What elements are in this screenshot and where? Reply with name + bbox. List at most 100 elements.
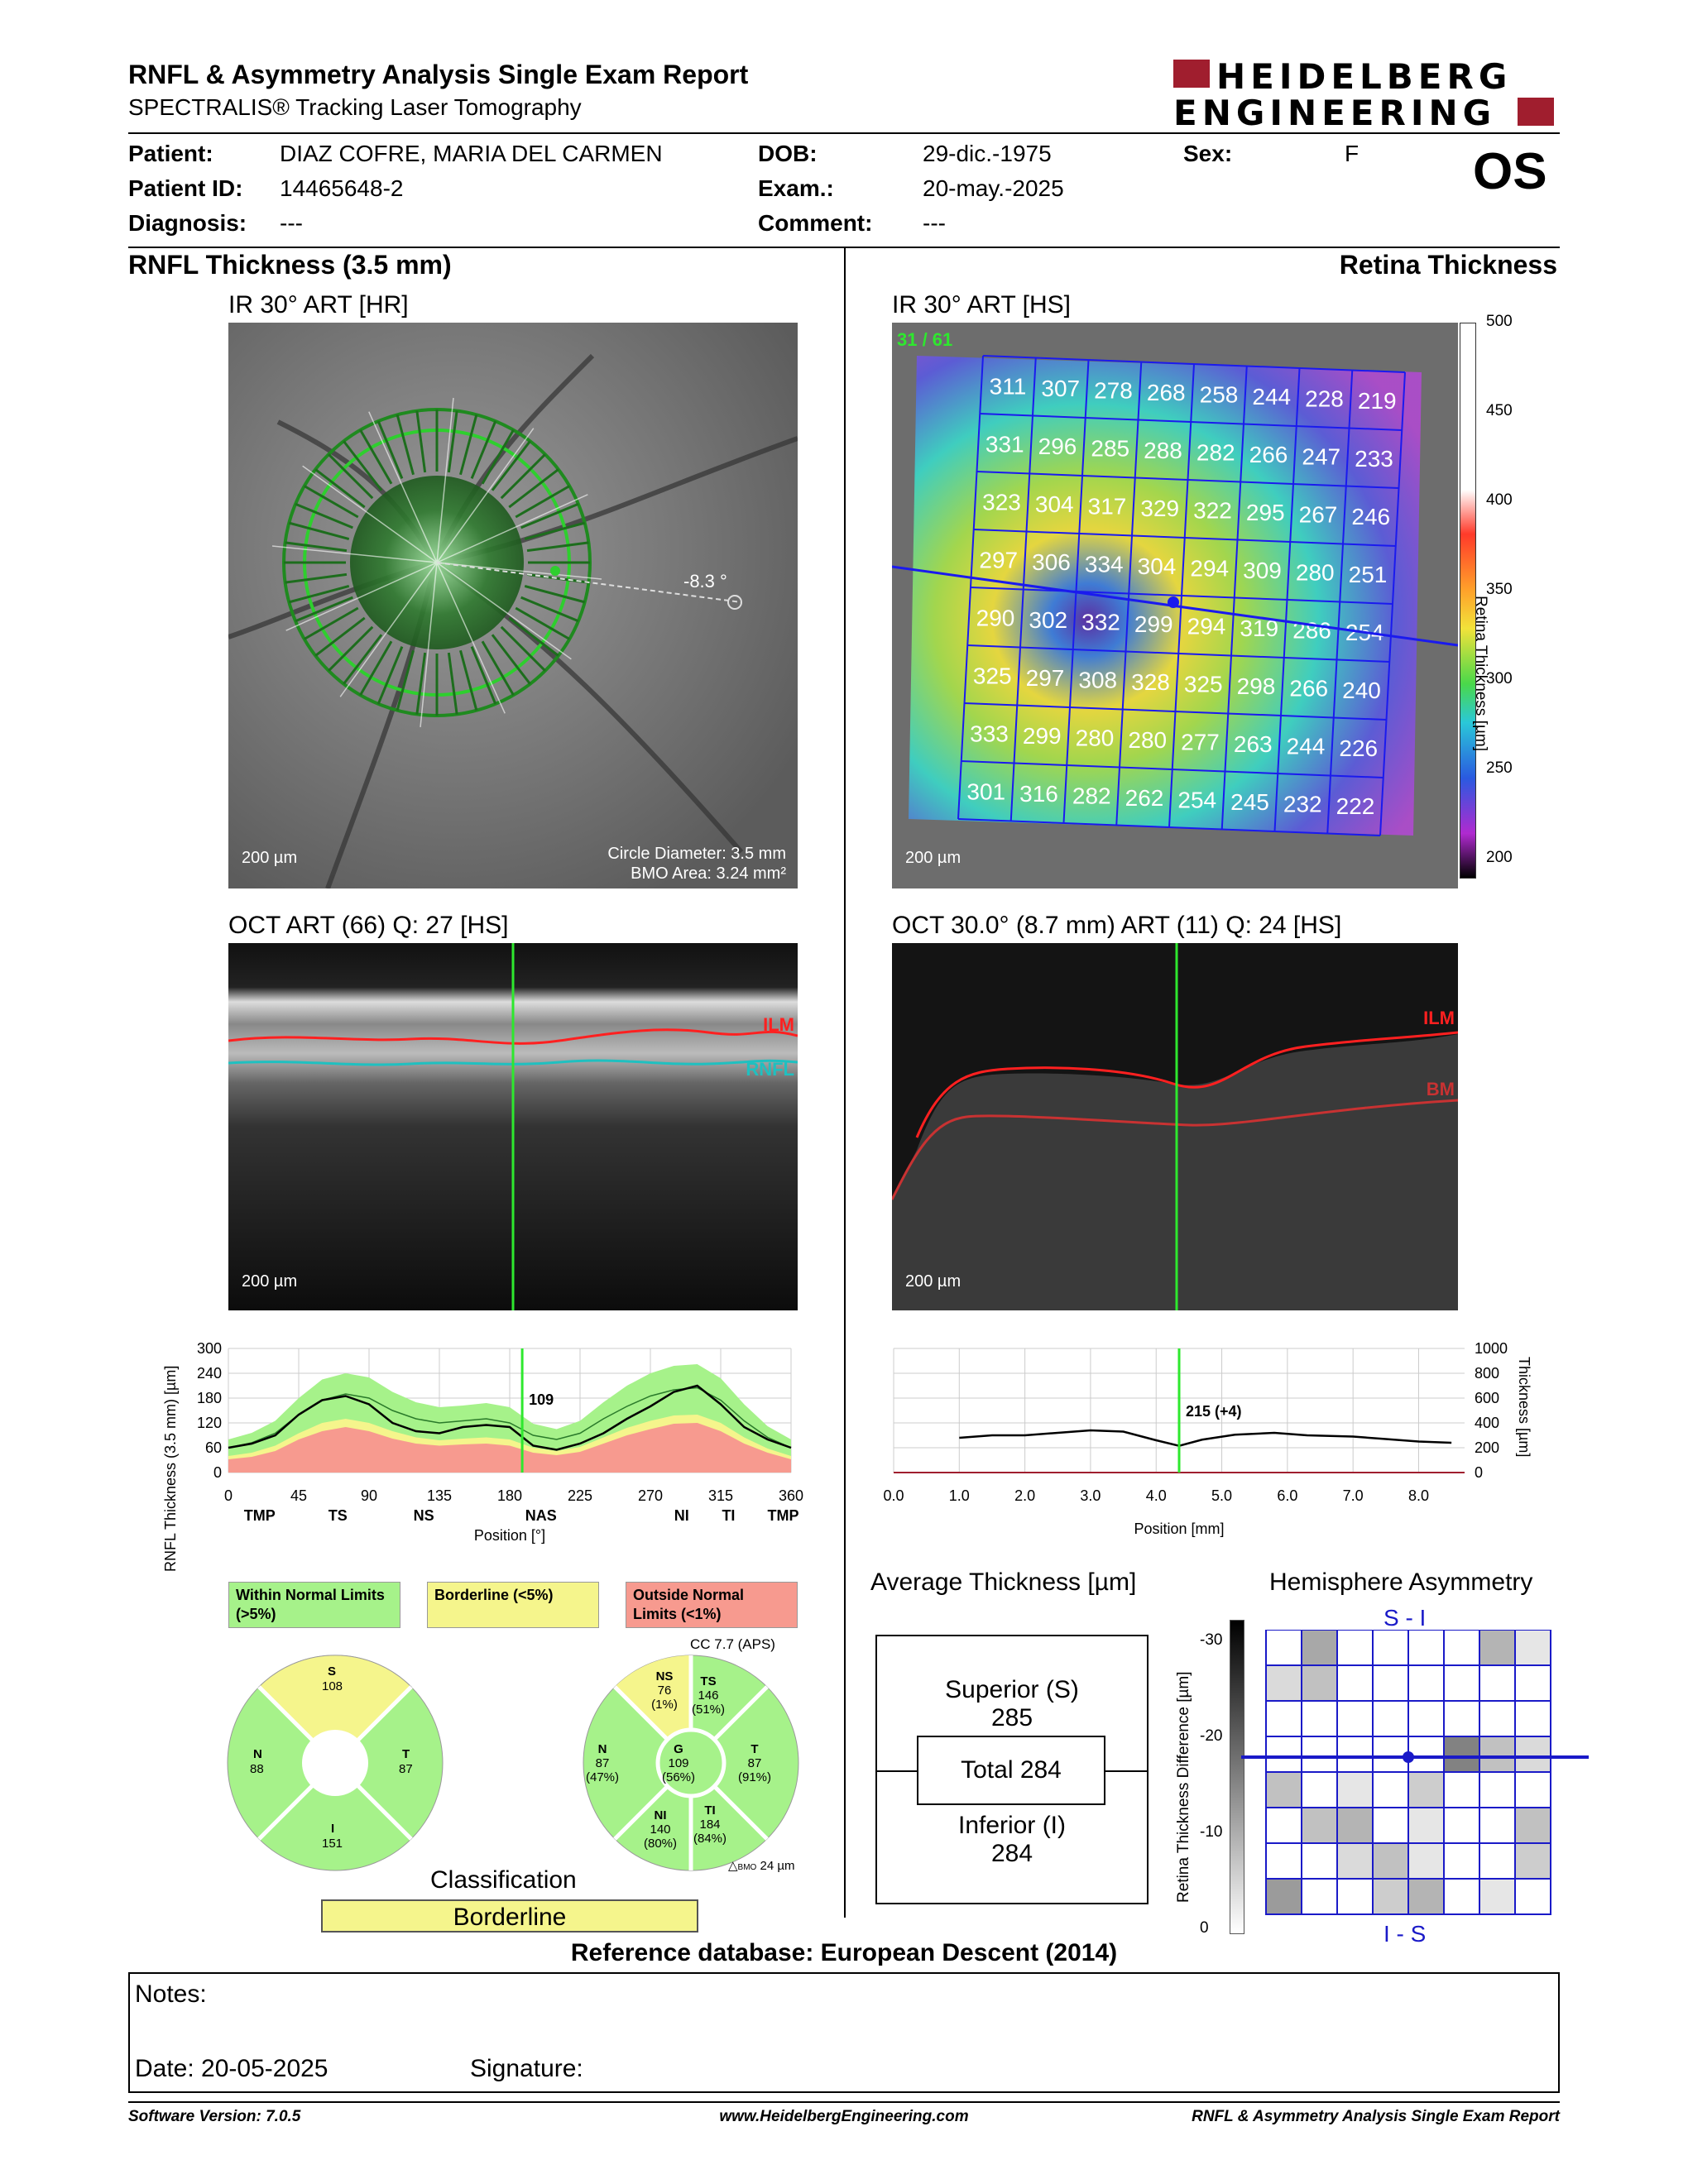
x-tick: 135 <box>427 1487 452 1504</box>
sector-tick: NS <box>414 1507 434 1524</box>
grid-cell-value: 306 <box>1032 549 1071 575</box>
asym-cell <box>1301 1736 1338 1773</box>
date-label: Date: 20-05-2025 <box>135 2055 328 2082</box>
left-oct-image[interactable]: ILM RNFL 200 µm <box>228 943 798 1310</box>
x-tick: 6.0 <box>1277 1487 1297 1504</box>
asym-cell <box>1514 1771 1551 1808</box>
angle-label: -8.3 ° <box>683 571 727 592</box>
grid-cell-value: 233 <box>1355 446 1393 472</box>
x-tick: 45 <box>290 1487 307 1504</box>
report-subtitle: SPECTRALIS® Tracking Laser Tomography <box>128 94 582 120</box>
y-axis-label: RNFL Thickness (3.5 mm) [µm] <box>162 1366 179 1572</box>
left-fundus-image[interactable]: -8.3 ° 200 µm Circle Diameter: 3.5 mm BM… <box>228 323 798 888</box>
grid-cell-value: 228 <box>1305 386 1344 411</box>
grid-cell-value: 282 <box>1196 439 1235 465</box>
asym-cell <box>1443 1736 1480 1773</box>
grid-cell-value: 222 <box>1336 793 1375 819</box>
asym-cell <box>1265 1664 1302 1702</box>
eye-indicator: OS <box>1473 143 1547 200</box>
x-tick: 2.0 <box>1014 1487 1035 1504</box>
asym-cell <box>1514 1700 1551 1737</box>
asym-tick: -30 <box>1200 1631 1223 1649</box>
right-oct-title: OCT 30.0° (8.7 mm) ART (11) Q: 24 [HS] <box>892 912 1342 939</box>
x-tick: 315 <box>708 1487 733 1504</box>
x-axis-label: Position [mm] <box>1134 1521 1224 1537</box>
exam-label: Exam.: <box>758 175 834 201</box>
sector-tick: TMP <box>768 1507 799 1524</box>
sex-value: F <box>1345 141 1360 166</box>
right-fundus-image[interactable]: 311 307 278 268 258 244 228 219 331 296 285 288 282 2… <box>892 323 1458 888</box>
notes-box[interactable] <box>128 1972 1560 2093</box>
grid-cell-value: 317 <box>1088 493 1127 519</box>
asym-cell <box>1479 1736 1516 1773</box>
grid-cell-value: 262 <box>1125 785 1164 811</box>
classification-value: Borderline <box>321 1899 698 1933</box>
sector-tick: TI <box>722 1507 735 1524</box>
grid-cell-value: 294 <box>1190 555 1229 581</box>
report-title: RNFL & Asymmetry Analysis Single Exam Re… <box>128 60 749 89</box>
asym-cell <box>1514 1664 1551 1702</box>
sector-ts: TS 146 (51%) <box>691 1674 725 1717</box>
x-tick: 7.0 <box>1343 1487 1364 1504</box>
asym-cell <box>1479 1664 1516 1702</box>
grid-cell-value: 254 <box>1177 787 1216 812</box>
grid-cell-value: 282 <box>1072 783 1111 808</box>
grid-cell-value: 288 <box>1144 438 1182 463</box>
x-tick: 0.0 <box>883 1487 904 1504</box>
grid-cell-value: 246 <box>1351 504 1390 529</box>
y-axis-label: Thickness [µm] <box>1516 1357 1532 1457</box>
asym-bottom-label: I - S <box>1383 1921 1427 1947</box>
y-tick: 0 <box>1475 1464 1483 1481</box>
y-tick: 400 <box>1475 1415 1499 1431</box>
x-tick: 180 <box>497 1487 522 1504</box>
x-axis-label: Position [°] <box>474 1527 545 1544</box>
asym-top-label: S - I <box>1383 1605 1427 1631</box>
asym-cell <box>1407 1700 1445 1737</box>
x-tick: 270 <box>638 1487 663 1504</box>
colorbar-tick: 200 <box>1486 849 1513 866</box>
grid-cell-value: 331 <box>985 431 1024 457</box>
retina-section-title: Retina Thickness <box>1339 250 1557 280</box>
asym-cell <box>1479 1807 1516 1844</box>
grid-cell-value: 290 <box>976 605 1015 630</box>
dob-label: DOB: <box>758 141 818 166</box>
sector-diagram-6 <box>583 1655 799 1871</box>
grid-cell-value: 294 <box>1187 613 1226 639</box>
asym-cell <box>1265 1630 1302 1666</box>
grid-cell-value: 267 <box>1299 501 1338 527</box>
asym-cell <box>1372 1807 1409 1844</box>
grid-cell-value: 280 <box>1296 559 1335 585</box>
classification-title: Classification <box>430 1866 577 1894</box>
notes-label: Notes: <box>135 1980 207 2008</box>
marker-value: 109 <box>529 1391 554 1408</box>
asym-cell <box>1265 1736 1302 1773</box>
website-link[interactable]: www.HeidelbergEngineering.com <box>719 2108 969 2125</box>
right-oct-image[interactable]: ILM BM 200 µm <box>892 943 1458 1310</box>
grid-cell-value: 280 <box>1128 727 1167 753</box>
total-thickness: Total 284 <box>917 1736 1105 1805</box>
diagnosis-value: --- <box>280 210 303 236</box>
sector-t-value: 87 <box>399 1762 413 1776</box>
grid-cell-value: 280 <box>1076 725 1115 750</box>
sector-tick: TS <box>328 1507 348 1524</box>
grid-cell-value: 316 <box>1019 781 1058 807</box>
rnfl-section-title: RNFL Thickness (3.5 mm) <box>128 250 452 280</box>
rnfl-label: RNFL <box>746 1059 794 1080</box>
ilm-label-right: ILM <box>1423 1008 1455 1028</box>
y-tick: 0 <box>213 1464 222 1481</box>
asym-cell <box>1443 1842 1480 1880</box>
measured-line <box>228 1384 792 1451</box>
colorbar-tick: 500 <box>1486 313 1513 330</box>
patient-id: 14465648-2 <box>280 175 404 201</box>
asym-cell <box>1514 1878 1551 1915</box>
scan-counter: 31 / 61 <box>897 329 953 350</box>
y-tick: 200 <box>1475 1439 1499 1456</box>
grid-cell-value: 268 <box>1147 380 1186 405</box>
asym-cell <box>1479 1630 1516 1666</box>
asym-cell <box>1443 1807 1480 1844</box>
sector-t-label: T <box>402 1747 410 1761</box>
asym-tick: 0 <box>1200 1919 1209 1937</box>
exam-value: 20-may.-2025 <box>923 175 1064 201</box>
asym-cell <box>1407 1664 1445 1702</box>
y-tick: 600 <box>1475 1390 1499 1406</box>
